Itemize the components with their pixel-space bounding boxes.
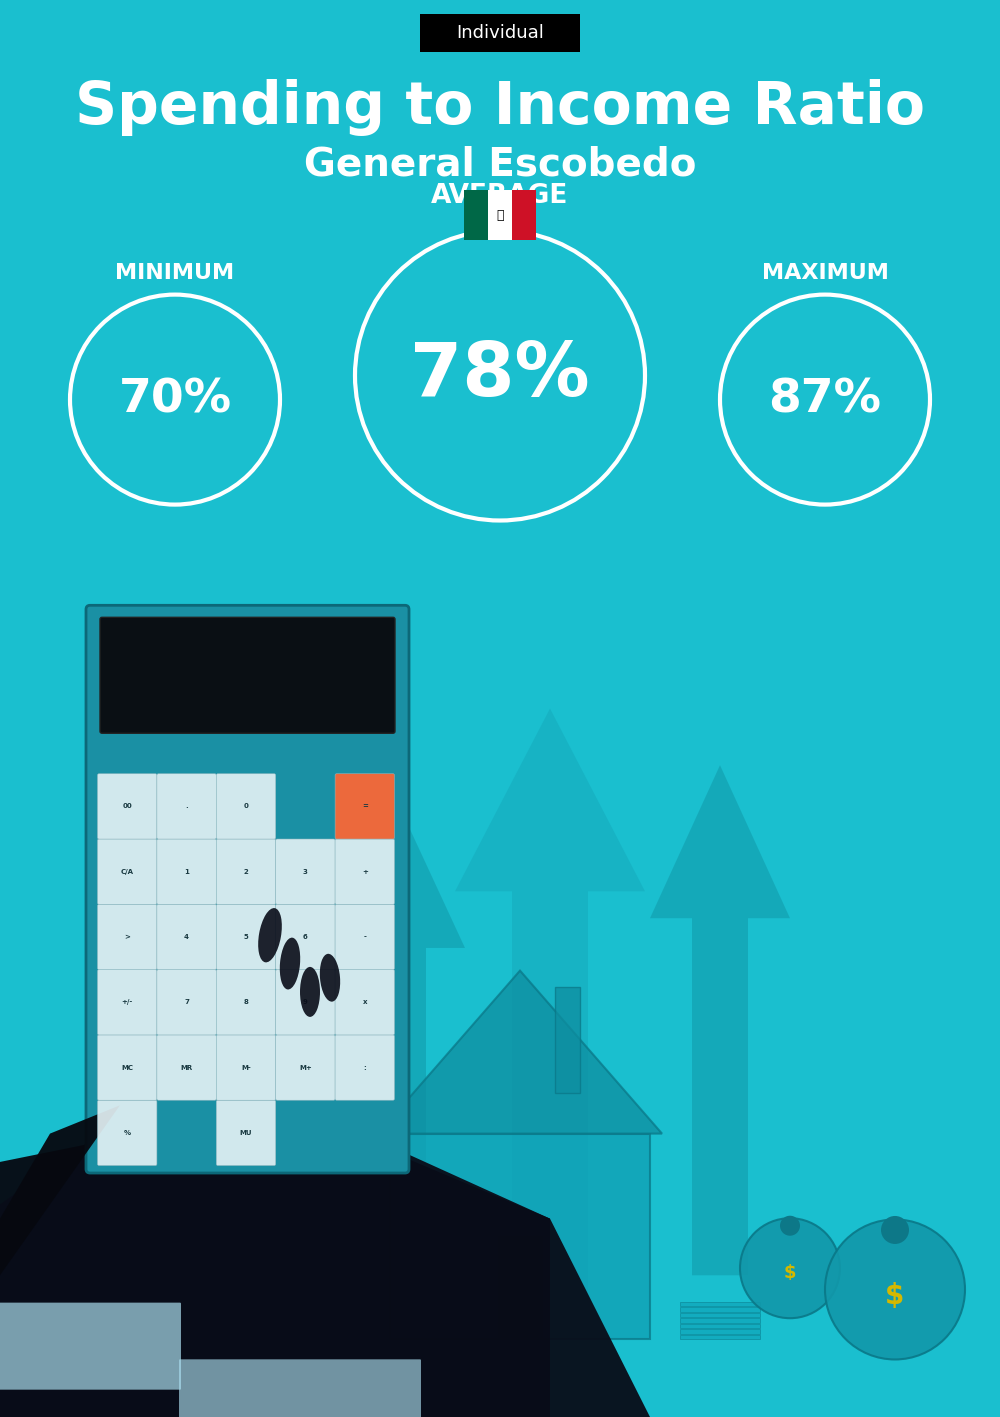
FancyBboxPatch shape	[216, 969, 276, 1034]
Text: 8: 8	[244, 999, 248, 1005]
Text: MINIMUM: MINIMUM	[115, 262, 235, 282]
FancyBboxPatch shape	[464, 190, 488, 241]
FancyBboxPatch shape	[335, 904, 394, 969]
Text: 4: 4	[184, 934, 189, 939]
FancyBboxPatch shape	[680, 1329, 760, 1333]
FancyBboxPatch shape	[680, 1306, 760, 1312]
Ellipse shape	[320, 954, 340, 1002]
Text: 🦅: 🦅	[496, 208, 504, 222]
FancyBboxPatch shape	[555, 986, 580, 1093]
Circle shape	[780, 1216, 800, 1236]
FancyBboxPatch shape	[157, 904, 216, 969]
Polygon shape	[378, 971, 662, 1134]
Polygon shape	[200, 1105, 650, 1417]
Text: MR: MR	[180, 1064, 193, 1071]
Polygon shape	[0, 1105, 120, 1275]
Circle shape	[740, 1219, 840, 1318]
FancyBboxPatch shape	[276, 1034, 335, 1100]
Text: $: $	[885, 1282, 905, 1311]
Ellipse shape	[300, 966, 320, 1017]
Text: 9: 9	[303, 999, 308, 1005]
Text: $: $	[784, 1264, 796, 1282]
FancyBboxPatch shape	[498, 1236, 542, 1339]
Text: C/A: C/A	[121, 869, 134, 874]
Text: M+: M+	[299, 1064, 312, 1071]
Circle shape	[825, 1220, 965, 1359]
FancyBboxPatch shape	[157, 969, 216, 1034]
FancyBboxPatch shape	[680, 1323, 760, 1328]
FancyBboxPatch shape	[0, 1302, 181, 1390]
FancyBboxPatch shape	[216, 1100, 276, 1166]
Polygon shape	[0, 1105, 550, 1417]
Polygon shape	[650, 765, 790, 1275]
Text: Spending to Income Ratio: Spending to Income Ratio	[75, 79, 925, 136]
FancyBboxPatch shape	[680, 1318, 760, 1322]
FancyBboxPatch shape	[512, 190, 536, 241]
Text: -: -	[363, 934, 366, 939]
FancyBboxPatch shape	[97, 1034, 157, 1100]
Text: 3: 3	[303, 869, 308, 874]
FancyBboxPatch shape	[216, 904, 276, 969]
Polygon shape	[335, 808, 465, 1275]
Text: :: :	[363, 1064, 366, 1071]
Text: >: >	[124, 934, 130, 939]
Text: +/-: +/-	[122, 999, 133, 1005]
Text: Individual: Individual	[456, 24, 544, 41]
FancyBboxPatch shape	[97, 969, 157, 1034]
FancyBboxPatch shape	[97, 839, 157, 904]
FancyBboxPatch shape	[100, 618, 395, 733]
Ellipse shape	[258, 908, 282, 962]
FancyBboxPatch shape	[335, 1034, 394, 1100]
Text: MU: MU	[240, 1129, 252, 1136]
FancyBboxPatch shape	[390, 1134, 650, 1339]
FancyBboxPatch shape	[335, 774, 394, 839]
Text: M-: M-	[241, 1064, 251, 1071]
FancyBboxPatch shape	[276, 969, 335, 1034]
Text: x: x	[363, 999, 367, 1005]
Text: MAXIMUM: MAXIMUM	[762, 262, 888, 282]
Ellipse shape	[280, 938, 300, 989]
Text: +: +	[362, 869, 368, 874]
FancyBboxPatch shape	[157, 839, 216, 904]
FancyBboxPatch shape	[0, 765, 1000, 1417]
Text: 00: 00	[122, 803, 132, 809]
FancyBboxPatch shape	[216, 1034, 276, 1100]
FancyBboxPatch shape	[680, 1335, 760, 1339]
FancyBboxPatch shape	[680, 1312, 760, 1316]
Text: =: =	[362, 803, 368, 809]
FancyBboxPatch shape	[276, 904, 335, 969]
FancyBboxPatch shape	[216, 774, 276, 839]
Polygon shape	[0, 1063, 400, 1417]
Circle shape	[881, 1216, 909, 1244]
FancyBboxPatch shape	[216, 839, 276, 904]
FancyBboxPatch shape	[680, 1302, 760, 1306]
FancyBboxPatch shape	[488, 190, 512, 241]
Polygon shape	[455, 708, 645, 1318]
Text: 7: 7	[184, 999, 189, 1005]
FancyBboxPatch shape	[97, 904, 157, 969]
Text: MC: MC	[121, 1064, 133, 1071]
FancyBboxPatch shape	[179, 1359, 421, 1417]
Text: 87%: 87%	[768, 377, 882, 422]
Text: %: %	[124, 1129, 131, 1136]
FancyBboxPatch shape	[157, 1034, 216, 1100]
FancyBboxPatch shape	[157, 774, 216, 839]
FancyBboxPatch shape	[335, 969, 394, 1034]
FancyBboxPatch shape	[420, 14, 580, 51]
Text: 1: 1	[184, 869, 189, 874]
FancyBboxPatch shape	[276, 839, 335, 904]
Text: AVERAGE: AVERAGE	[431, 183, 569, 208]
Text: 78%: 78%	[410, 339, 590, 412]
Text: 0: 0	[244, 803, 248, 809]
Text: 6: 6	[303, 934, 308, 939]
Text: 2: 2	[244, 869, 248, 874]
Text: .: .	[185, 803, 188, 809]
FancyBboxPatch shape	[97, 774, 157, 839]
FancyBboxPatch shape	[335, 839, 394, 904]
FancyBboxPatch shape	[97, 1100, 157, 1166]
Text: 70%: 70%	[118, 377, 232, 422]
Text: 5: 5	[244, 934, 248, 939]
Text: General Escobedo: General Escobedo	[304, 146, 696, 183]
FancyBboxPatch shape	[86, 605, 409, 1173]
